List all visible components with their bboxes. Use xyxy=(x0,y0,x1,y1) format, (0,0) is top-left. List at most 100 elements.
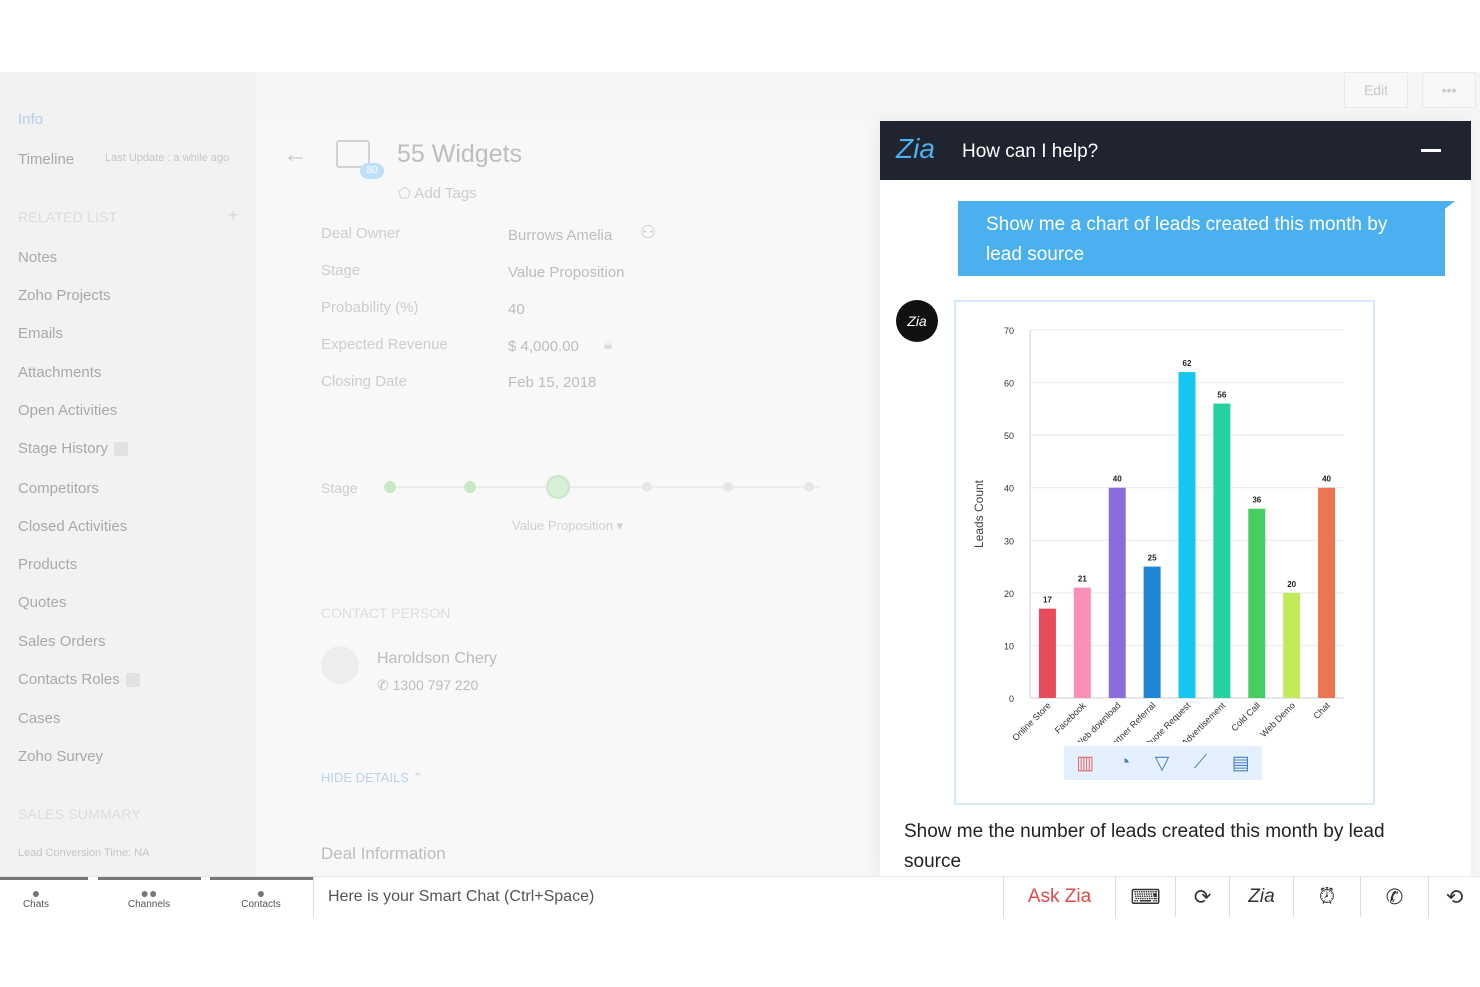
smart-chat-input[interactable]: Here is your Smart Chat (Ctrl+Space) xyxy=(313,877,1003,917)
stage-dot-current[interactable] xyxy=(546,475,570,499)
game-controller-icon[interactable]: ⌨ xyxy=(1115,877,1175,917)
back-arrow-icon[interactable]: ← xyxy=(283,140,308,168)
y-tick-label: 20 xyxy=(1004,589,1014,599)
field-label: Stage xyxy=(321,262,361,279)
data-label: 56 xyxy=(1217,391,1226,400)
field-value[interactable]: Value Proposition xyxy=(508,264,625,281)
data-label: 17 xyxy=(1043,596,1052,605)
field-value[interactable]: Feb 15, 2018 xyxy=(508,374,597,391)
bar-chart-icon[interactable]: ▥ xyxy=(1076,752,1095,774)
sidebar-info[interactable]: Info xyxy=(18,111,44,128)
hide-details-link[interactable]: HIDE DETAILS ⌃ xyxy=(321,770,423,786)
bar xyxy=(1073,587,1091,698)
contact-name[interactable]: Haroldson Chery xyxy=(377,650,498,667)
chart-toolbar: ▥ ◔ ▽ ⟋ ▤ xyxy=(1064,746,1262,780)
stage-track xyxy=(389,486,819,488)
tab-label: Contacts xyxy=(241,899,281,910)
data-label: 40 xyxy=(1322,475,1331,484)
phone-icon[interactable]: ✆ xyxy=(1360,877,1428,917)
stage-dot[interactable] xyxy=(464,481,476,493)
sidebar-item-zoho-projects[interactable]: Zoho Projects xyxy=(18,287,111,304)
sidebar-item-competitors[interactable]: Competitors xyxy=(18,480,99,497)
history-icon[interactable]: ⟲ xyxy=(1428,877,1480,917)
sidebar-item-zoho-survey[interactable]: Zoho Survey xyxy=(18,748,104,765)
stage-dropdown-label: Value Proposition xyxy=(512,518,613,533)
data-label: 62 xyxy=(1183,359,1192,368)
sync-icon[interactable]: ⟳ xyxy=(1175,877,1229,917)
alarm-clock-icon[interactable]: ⏰︎ xyxy=(1293,877,1360,917)
x-tick-label: Facebook xyxy=(1053,700,1088,735)
field-value[interactable]: $ 4,000.00 xyxy=(508,338,579,355)
stage-dot[interactable] xyxy=(642,482,652,492)
y-tick-label: 50 xyxy=(1004,431,1014,441)
tab-indicator xyxy=(0,877,88,880)
sidebar-item-closed-activities[interactable]: Closed Activities xyxy=(18,518,128,535)
zia-title: How can I help? xyxy=(962,141,1099,162)
field-value[interactable]: Burrows Amelia xyxy=(508,227,613,244)
zia-logo: Zia xyxy=(896,133,935,164)
chevron-down-icon: ▾ xyxy=(612,518,624,533)
tab-chats[interactable]: ● Chats xyxy=(0,877,72,917)
y-tick-label: 10 xyxy=(1004,641,1014,651)
zia-header: Zia How can I help? xyxy=(880,121,1471,180)
field-label: Expected Revenue xyxy=(321,336,448,353)
left-sidebar: Info Timeline Last Update : a while ago … xyxy=(0,72,256,878)
tab-indicator xyxy=(210,877,313,880)
funnel-icon[interactable]: ▽ xyxy=(1154,752,1170,774)
stage-dot[interactable] xyxy=(723,482,733,492)
deal-information-heading: Deal Information xyxy=(321,844,446,863)
sidebar-item-products[interactable]: Products xyxy=(18,556,78,573)
ask-zia-button[interactable]: Ask Zia xyxy=(1003,877,1115,917)
sidebar-item-cases[interactable]: Cases xyxy=(18,710,61,727)
edit-button[interactable]: Edit xyxy=(1344,72,1408,108)
y-tick-label: 0 xyxy=(1009,694,1014,704)
sidebar-item-stage-history[interactable]: Stage History xyxy=(18,440,129,457)
sidebar-item-notes[interactable]: Notes xyxy=(18,249,58,266)
tab-label: Channels xyxy=(127,899,171,910)
sidebar-item-attachments[interactable]: Attachments xyxy=(18,364,102,381)
tab-contacts[interactable]: ● Contacts xyxy=(216,877,306,917)
field-label: Closing Date xyxy=(321,373,407,390)
count-badge xyxy=(125,673,140,688)
sidebar-timeline[interactable]: Timeline xyxy=(18,151,75,168)
zia-icon[interactable]: Zia xyxy=(1229,877,1293,917)
stage-dropdown[interactable]: Value Proposition ▾ xyxy=(512,518,623,534)
add-related-list-icon[interactable]: + xyxy=(228,205,239,225)
zia-query-text[interactable]: Show me the number of leads created this… xyxy=(904,821,1385,872)
record-detail-area: ← 80 55 Widgets ⬠ Add Tags Deal Owner Bu… xyxy=(256,72,1480,878)
sidebar-item-contacts-roles[interactable]: Contacts Roles xyxy=(18,671,140,688)
sidebar-item-quotes[interactable]: Quotes xyxy=(18,594,67,611)
deal-icon xyxy=(336,140,370,168)
score-badge: 80 xyxy=(360,163,384,179)
field-label: Deal Owner xyxy=(321,225,401,242)
chevron-up-icon: ⌃ xyxy=(408,770,424,785)
bar xyxy=(1038,608,1056,698)
contact-phone-number: 1300 797 220 xyxy=(392,677,479,693)
y-tick-label: 70 xyxy=(1004,326,1014,336)
tab-channels[interactable]: ●● Channels xyxy=(104,877,194,917)
sidebar-item-open-activities[interactable]: Open Activities xyxy=(18,402,118,419)
y-tick-label: 40 xyxy=(1004,484,1014,494)
bar xyxy=(1108,487,1126,698)
stage-dot[interactable] xyxy=(804,482,814,492)
stage-dot[interactable] xyxy=(384,481,396,493)
field-label: Probability (%) xyxy=(321,299,419,316)
minimize-icon[interactable] xyxy=(1421,149,1441,152)
data-label: 40 xyxy=(1113,475,1122,484)
sidebar-item-sales-orders[interactable]: Sales Orders xyxy=(18,633,106,650)
y-tick-label: 30 xyxy=(1004,536,1014,546)
related-list-heading: RELATED LIST xyxy=(18,209,118,225)
y-axis-label: Leads Count xyxy=(972,479,986,548)
line-chart-icon[interactable]: ⟋ xyxy=(1193,752,1208,773)
add-tags-link[interactable]: ⬠ Add Tags xyxy=(398,184,477,202)
sidebar-item-label: Stage History xyxy=(18,440,109,457)
field-value[interactable]: 40 xyxy=(508,301,525,318)
contact-phone[interactable]: ✆ 1300 797 220 xyxy=(377,677,478,694)
pie-chart-icon[interactable]: ◔ xyxy=(1118,752,1131,773)
data-label: 20 xyxy=(1287,580,1296,589)
sidebar-item-emails[interactable]: Emails xyxy=(18,325,64,342)
contacts-icon: ● xyxy=(256,885,266,901)
more-options-button[interactable]: ••• xyxy=(1422,72,1476,108)
data-label: 25 xyxy=(1148,554,1157,563)
table-icon[interactable]: ▤ xyxy=(1231,752,1250,774)
